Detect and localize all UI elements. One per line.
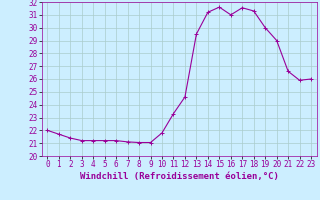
X-axis label: Windchill (Refroidissement éolien,°C): Windchill (Refroidissement éolien,°C) [80, 172, 279, 181]
